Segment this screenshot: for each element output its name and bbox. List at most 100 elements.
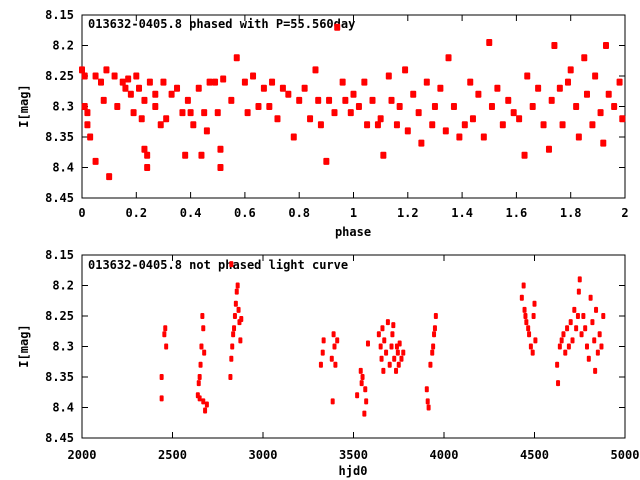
data-point [524, 72, 531, 80]
data-point [114, 103, 121, 110]
data-point [332, 343, 337, 350]
data-point [581, 313, 586, 319]
data-point [231, 331, 236, 338]
data-point [360, 374, 365, 380]
data-point [529, 103, 536, 110]
data-point [198, 361, 203, 368]
data-point [399, 355, 404, 362]
data-point [184, 96, 191, 104]
data-point [577, 276, 582, 283]
data-point [597, 331, 602, 338]
data-point [228, 374, 233, 380]
data-point [163, 115, 170, 123]
data-point [138, 115, 145, 123]
data-point [269, 78, 276, 86]
data-point [111, 72, 118, 80]
data-point [592, 72, 599, 80]
data-point [589, 121, 596, 129]
x-tick-label: 4000 [430, 448, 459, 462]
data-point [424, 386, 429, 393]
data-point [402, 66, 409, 74]
y-tick-label: 8.3 [52, 340, 74, 354]
data-point [364, 398, 369, 405]
data-point [385, 319, 390, 326]
data-point [437, 84, 444, 92]
data-point [182, 151, 189, 159]
data-point [159, 395, 164, 402]
data-point [238, 337, 243, 344]
data-point [523, 313, 528, 319]
unphased-y-axis-label: I[mag] [17, 324, 31, 367]
data-point [535, 84, 542, 92]
data-point [480, 133, 487, 141]
data-point [381, 367, 386, 374]
unphased-plot-title: 013632-0405.8 not phased light curve [88, 258, 348, 272]
data-point [201, 109, 208, 117]
y-tick-label: 8.3 [52, 100, 74, 114]
data-point [572, 306, 577, 313]
data-point [559, 337, 564, 344]
data-point [92, 72, 99, 80]
data-point [141, 145, 148, 153]
data-point [410, 90, 417, 98]
data-point [202, 349, 207, 356]
data-point [164, 343, 169, 350]
data-point [488, 103, 495, 110]
data-point [362, 410, 367, 417]
data-point [395, 349, 400, 356]
data-point [81, 72, 88, 80]
data-point [576, 288, 581, 295]
data-point [556, 84, 563, 92]
data-point [401, 349, 406, 356]
x-tick-label: 0.6 [234, 206, 256, 220]
data-point [524, 319, 529, 326]
x-tick-label: 3500 [339, 448, 368, 462]
data-point [418, 139, 425, 147]
data-point [335, 337, 340, 344]
data-point [380, 151, 387, 159]
data-point [279, 84, 286, 92]
data-point [230, 343, 235, 350]
y-tick-label: 8.35 [45, 370, 74, 384]
data-point [456, 133, 463, 141]
data-point [593, 367, 598, 374]
data-point [445, 54, 452, 62]
data-point [331, 109, 338, 117]
data-point [199, 343, 204, 350]
data-point [595, 349, 600, 356]
data-point [423, 78, 430, 86]
data-point [317, 121, 324, 129]
data-point [201, 325, 206, 332]
data-point [601, 313, 606, 319]
data-point [106, 173, 113, 181]
data-point [397, 340, 402, 347]
y-tick-label: 8.35 [45, 130, 74, 144]
y-tick-label: 8.25 [45, 309, 74, 323]
data-point [391, 322, 396, 329]
data-point [355, 392, 360, 399]
data-point [163, 325, 168, 332]
data-point [130, 109, 137, 117]
data-point [384, 349, 389, 356]
data-point [486, 38, 493, 46]
data-point [528, 343, 533, 350]
data-point [600, 139, 607, 147]
data-point [100, 96, 107, 104]
phased-x-axis-label: phase [335, 225, 371, 239]
data-point [586, 355, 591, 362]
data-point [198, 151, 205, 159]
data-point [359, 380, 364, 387]
data-point [475, 90, 482, 98]
data-point [201, 398, 206, 405]
data-point [432, 325, 437, 332]
phased-y-axis-label: I[mag] [17, 84, 31, 127]
data-point [204, 401, 209, 408]
data-point [233, 300, 238, 307]
data-point [235, 282, 240, 289]
data-point [594, 306, 599, 313]
data-point [333, 361, 338, 368]
data-point [162, 331, 167, 338]
phased-plot: 013632-0405.8 phased with P=55.560day ph… [17, 8, 629, 239]
data-point [361, 78, 368, 86]
